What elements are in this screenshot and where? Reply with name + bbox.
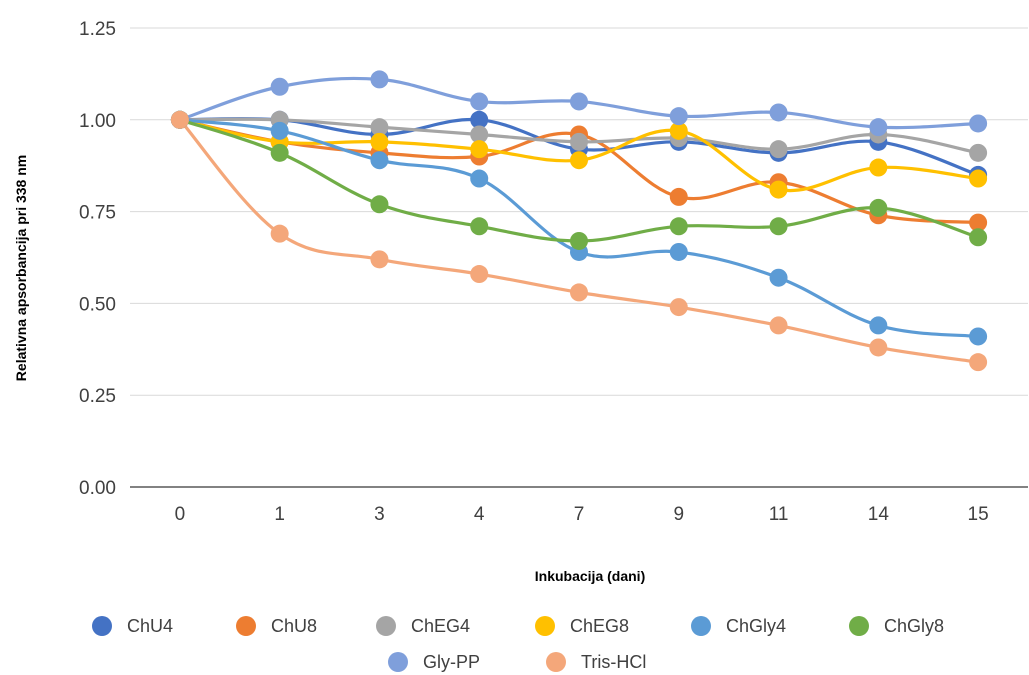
x-tick-label: 11 (769, 504, 789, 525)
legend-marker-gly-pp (388, 652, 408, 672)
legend-marker-chgly4 (691, 616, 711, 636)
legend-label-cheg4: ChEG4 (411, 616, 470, 636)
legend-label-gly-pp: Gly-PP (423, 652, 480, 672)
data-point-cheg4 (470, 125, 489, 144)
data-point-cheg4 (969, 143, 988, 162)
data-point-cheg8 (669, 121, 688, 140)
data-point-cheg8 (370, 132, 389, 151)
data-point-tris-hcl (570, 283, 588, 302)
legend-marker-chu4 (92, 616, 112, 636)
data-point-tris-hcl (769, 316, 788, 335)
data-point-chgly4 (470, 169, 489, 188)
data-point-gly-pp (270, 77, 289, 96)
y-tick-label: 0.25 (79, 386, 116, 407)
data-point-tris-hcl (170, 110, 189, 129)
data-point-cheg8 (769, 180, 788, 199)
legend-marker-chgly8 (849, 616, 869, 636)
x-tick-label: 7 (574, 504, 585, 525)
data-point-cheg4 (370, 118, 389, 137)
data-point-gly-pp (869, 118, 888, 137)
data-point-chgly4 (969, 327, 988, 346)
series-points (170, 70, 988, 372)
x-tick-label: 1 (274, 504, 285, 525)
y-tick-label: 1.25 (79, 19, 116, 40)
data-point-chgly4 (869, 316, 888, 335)
x-tick-label: 9 (673, 504, 684, 525)
legend-label-chgly4: ChGly4 (726, 616, 786, 636)
data-point-chgly4 (769, 268, 788, 287)
legend-marker-cheg4 (376, 616, 396, 636)
data-point-tris-hcl (669, 298, 688, 317)
data-point-chu8 (669, 187, 688, 206)
x-tick-label: 4 (474, 504, 485, 525)
data-point-chgly4 (270, 121, 289, 140)
data-point-tris-hcl (470, 265, 489, 284)
x-axis-title: Inkubacija (dani) (535, 568, 645, 584)
data-point-cheg8 (470, 140, 489, 159)
data-point-tris-hcl (370, 250, 389, 269)
data-point-cheg8 (969, 169, 988, 188)
data-point-cheg4 (769, 140, 788, 159)
y-axis-ticks: 0.00 0.25 0.50 0.75 1.00 1.25 (79, 19, 116, 499)
legend-label-chu8: ChU8 (271, 616, 317, 636)
x-axis-ticks: 0 1 3 4 7 9 11 14 15 (175, 504, 989, 525)
data-point-cheg8 (869, 158, 888, 177)
data-point-chu8 (969, 213, 988, 232)
data-point-chgly4 (370, 151, 389, 170)
x-tick-label: 0 (175, 504, 186, 525)
legend-label-chu4: ChU4 (127, 616, 173, 636)
data-point-chgly8 (370, 195, 389, 214)
data-point-tris-hcl (869, 338, 888, 357)
y-tick-label: 1.00 (79, 111, 116, 132)
series-lines (178, 76, 980, 364)
data-point-chgly8 (669, 217, 688, 236)
x-tick-label: 15 (968, 504, 989, 525)
data-point-gly-pp (570, 92, 588, 111)
legend-marker-chu8 (236, 616, 256, 636)
data-point-gly-pp (969, 114, 988, 133)
data-point-gly-pp (769, 103, 788, 122)
data-point-chgly8 (769, 217, 788, 236)
x-tick-label: 14 (868, 504, 890, 525)
data-point-chgly8 (869, 198, 888, 217)
legend: ChU4 ChU8 ChEG4 ChEG8 ChGly4 ChGly8 Gly-PP Tris… (92, 616, 944, 672)
y-tick-label: 0.75 (79, 203, 116, 224)
data-point-cheg4 (570, 132, 588, 151)
data-point-chgly8 (270, 143, 289, 162)
legend-label-tris-hcl: Tris-HCl (581, 652, 646, 672)
data-point-gly-pp (470, 92, 489, 111)
data-point-chu4 (470, 110, 489, 129)
legend-label-cheg8: ChEG8 (570, 616, 629, 636)
data-point-cheg8 (570, 151, 588, 170)
data-point-chgly8 (570, 231, 588, 250)
data-point-tris-hcl (969, 353, 988, 372)
legend-marker-tris-hcl (546, 652, 566, 672)
y-tick-label: 0.00 (79, 478, 116, 499)
data-point-chgly4 (669, 242, 688, 261)
legend-marker-cheg8 (535, 616, 555, 636)
y-axis-title: Relativna apsorbancija pri 338 nm (13, 155, 29, 381)
legend-label-chgly8: ChGly8 (884, 616, 944, 636)
x-tick-label: 3 (374, 504, 385, 525)
data-point-chgly8 (969, 228, 988, 247)
data-point-gly-pp (370, 70, 389, 89)
data-point-chgly8 (470, 217, 489, 236)
data-point-tris-hcl (270, 224, 289, 243)
y-tick-label: 0.50 (79, 294, 116, 315)
data-point-gly-pp (669, 107, 688, 126)
